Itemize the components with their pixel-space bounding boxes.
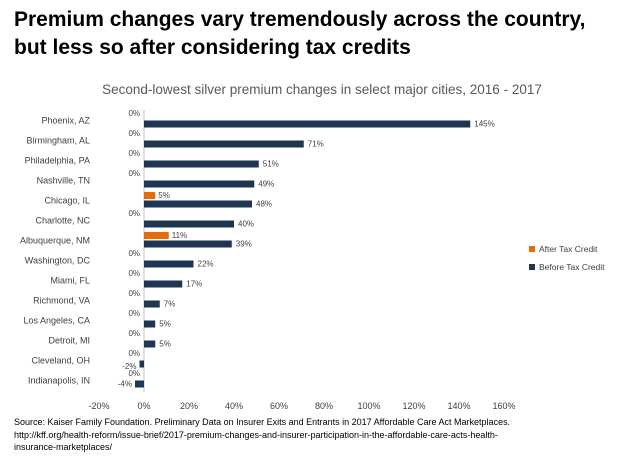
source-line-1: Source: Kaiser Family Foundation. Prelim… — [14, 417, 511, 427]
category-label-albuquerque-nm: Albuquerque, NM — [20, 235, 90, 245]
label-after-tax-cleveland-oh: 0% — [128, 349, 140, 358]
x-tick-label-160: 160% — [492, 401, 515, 410]
category-label-richmond-va: Richmond, VA — [33, 295, 90, 305]
x-tick-label-20: 20% — [180, 401, 198, 410]
label-before-tax-philadelphia-pa: 51% — [263, 160, 279, 169]
label-before-tax-richmond-va: 7% — [164, 300, 176, 309]
category-label-nashville-tn: Nashville, TN — [37, 175, 90, 185]
label-after-tax-indianapolis-in: 0% — [128, 369, 140, 378]
category-label-phoenix-az: Phoenix, AZ — [41, 115, 90, 125]
headline-line-2: but less so after considering tax credit… — [14, 36, 411, 59]
label-before-tax-birmingham-al: 71% — [308, 140, 324, 149]
bar-before-tax-washington-dc — [144, 260, 194, 268]
label-after-tax-charlotte-nc: 0% — [128, 209, 140, 218]
label-after-tax-detroit-mi: 0% — [128, 329, 140, 338]
label-before-tax-charlotte-nc: 40% — [238, 220, 254, 229]
bar-after-tax-chicago-il — [144, 192, 156, 199]
category-label-los-angeles-ca: Los Angeles, CA — [23, 315, 90, 325]
x-tick-label-60: 60% — [270, 401, 288, 410]
category-label-philadelphia-pa: Philadelphia, PA — [25, 155, 90, 165]
premium-change-bar-chart: Second-lowest silver premium changes in … — [20, 82, 605, 410]
legend-label-before-tax: Before Tax Credit — [539, 262, 605, 272]
category-label-cleveland-oh: Cleveland, OH — [31, 355, 90, 365]
label-after-tax-los-angeles-ca: 0% — [128, 309, 140, 318]
bar-after-tax-albuquerque-nm — [144, 232, 169, 239]
source-line-3: insurance-marketplaces/ — [14, 442, 113, 452]
x-tick-label-80: 80% — [315, 401, 333, 410]
label-after-tax-philadelphia-pa: 0% — [128, 149, 140, 158]
bar-before-tax-cleveland-oh — [139, 360, 144, 368]
label-before-tax-indianapolis-in: -4% — [118, 380, 132, 389]
x-tick-label-0: 0% — [137, 401, 150, 410]
label-before-tax-nashville-tn: 49% — [258, 180, 274, 189]
label-after-tax-nashville-tn: 0% — [128, 169, 140, 178]
bar-before-tax-birmingham-al — [144, 140, 304, 148]
category-label-detroit-mi: Detroit, MI — [48, 335, 90, 345]
bar-before-tax-phoenix-az — [144, 120, 471, 128]
legend-label-after-tax: After Tax Credit — [539, 244, 598, 254]
label-before-tax-detroit-mi: 5% — [159, 340, 171, 349]
label-after-tax-chicago-il: 5% — [158, 191, 170, 200]
bar-before-tax-charlotte-nc — [144, 220, 234, 228]
bar-before-tax-chicago-il — [144, 200, 252, 208]
bar-before-tax-philadelphia-pa — [144, 160, 259, 168]
label-before-tax-albuquerque-nm: 39% — [236, 240, 252, 249]
page-headline: Premium changes vary tremendously across… — [14, 6, 614, 62]
label-after-tax-washington-dc: 0% — [128, 249, 140, 258]
legend-swatch-after-tax — [529, 246, 535, 252]
label-before-tax-cleveland-oh: -2% — [122, 362, 136, 371]
bar-before-tax-albuquerque-nm — [144, 240, 232, 248]
label-before-tax-miami-fl: 17% — [186, 280, 202, 289]
category-label-charlotte-nc: Charlotte, NC — [35, 215, 90, 225]
label-before-tax-phoenix-az: 145% — [474, 120, 494, 129]
plot-area: Phoenix, AZ 0% 145% Birmingham, AL 0% 71% Phil… — [20, 109, 516, 410]
chart-title: Second-lowest silver premium changes in … — [102, 82, 542, 97]
category-label-birmingham-al: Birmingham, AL — [26, 135, 90, 145]
label-before-tax-los-angeles-ca: 5% — [159, 320, 171, 329]
bar-before-tax-miami-fl — [144, 280, 183, 288]
category-label-indianapolis-in: Indianapolis, IN — [28, 375, 90, 385]
category-label-washington-dc: Washington, DC — [25, 255, 91, 265]
label-after-tax-richmond-va: 0% — [128, 289, 140, 298]
label-after-tax-phoenix-az: 0% — [128, 109, 140, 118]
label-after-tax-albuquerque-nm: 11% — [172, 231, 187, 240]
source-note: Source: Kaiser Family Foundation. Prelim… — [14, 416, 610, 454]
label-after-tax-birmingham-al: 0% — [128, 129, 140, 138]
legend-swatch-before-tax — [529, 264, 535, 270]
bar-before-tax-richmond-va — [144, 300, 160, 308]
category-label-chicago-il: Chicago, IL — [44, 195, 90, 205]
bar-before-tax-detroit-mi — [144, 340, 156, 348]
x-tick-label-140: 140% — [447, 401, 470, 410]
x-tick-label-100: 100% — [357, 401, 380, 410]
x-tick-label-20: -20% — [88, 401, 109, 410]
bar-before-tax-los-angeles-ca — [144, 320, 156, 328]
label-before-tax-chicago-il: 48% — [256, 200, 272, 209]
x-tick-label-40: 40% — [225, 401, 243, 410]
x-tick-label-120: 120% — [402, 401, 425, 410]
bar-before-tax-nashville-tn — [144, 180, 255, 188]
source-line-2: http://kff.org/health-reform/issue-brief… — [14, 429, 498, 440]
bar-before-tax-indianapolis-in — [135, 380, 144, 388]
label-before-tax-washington-dc: 22% — [198, 260, 214, 269]
headline-line-1: Premium changes vary tremendously across… — [14, 8, 586, 31]
category-label-miami-fl: Miami, FL — [50, 275, 90, 285]
label-after-tax-miami-fl: 0% — [128, 269, 140, 278]
chart-legend: After Tax Credit Before Tax Credit — [529, 244, 605, 272]
